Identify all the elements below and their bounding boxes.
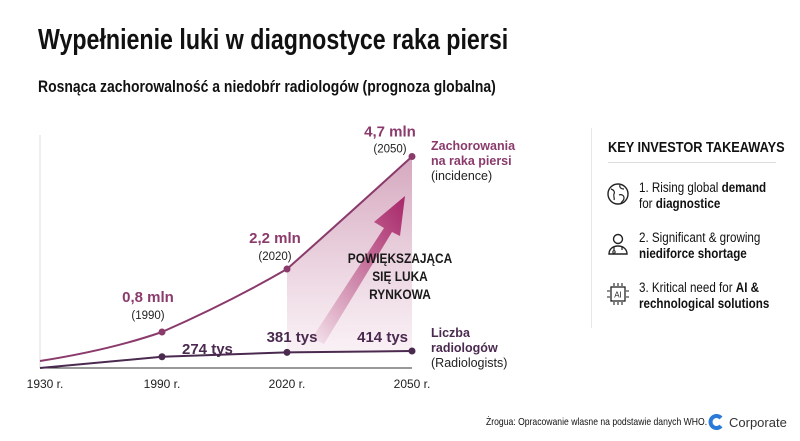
gap-annotation-line: RYNKOWA [369,286,431,302]
takeaway-item-3: AI 3. Kritical need for AI & rechnologic… [606,280,796,320]
radiologists-series-label: radiologów [431,341,498,355]
gap-arrow [312,196,405,344]
takeaway-1-bold: demand [721,180,767,195]
radiologists-point [408,347,416,355]
radiologists-value-label: 274 tys [182,341,233,358]
x-tick-label: 1990 r. [144,377,181,391]
page-subtitle: Rosnąca zachorowalność a niedobŕr radiol… [38,77,496,96]
takeaway-text-2: 2. Significant & growing niediforce shor… [639,230,760,262]
x-tick-label: 2020 r. [269,377,306,391]
globe-icon [607,183,629,205]
incidence-year-label: (1990) [131,310,164,322]
svg-text:AI: AI [614,291,622,300]
gap-annotation-line: POWIĘKSZAJĄCA [348,250,453,266]
x-tick-label: 2050 r. [394,377,431,391]
doctor-icon [608,233,628,255]
logo-text: Corporate [729,414,787,430]
radiologists-series-label: Liczba [431,326,471,340]
incidence-series-label: na raka piersi [431,154,512,168]
ai-chip-icon: AI [607,283,629,305]
takeaway-3-bold: AI & [735,280,760,295]
incidence-point [283,265,291,273]
corporate-logo-icon [708,414,723,430]
takeaway-1-text: 1. Rising global [639,180,722,195]
takeaway-3-bold-2: rechnological solutions [639,296,770,311]
gap-annotation-line: SIĘ LUKA [372,268,428,284]
page-title: Wypełnienie luki w diagnostyce raka pier… [38,24,509,56]
takeaway-text-3: 3. Kritical need for AI & rechnological … [639,280,769,312]
takeaway-1-text-2: for [639,196,656,211]
incidence-year-label: (2050) [373,144,406,156]
market-gap-area [287,156,412,353]
takeaway-text-1: 1. Rising global demand for diagnostice [639,180,766,212]
radiologists-point [283,348,291,356]
radiologists-line [39,350,413,369]
radiologists-value-label: 381 tys [267,329,318,346]
incidence-series-label: (incidence) [431,169,492,183]
incidence-value-label: 2,2 mln [249,230,301,247]
x-tick-label: 1930 r. [27,377,64,391]
incidence-value-label: 0,8 mln [122,289,174,306]
takeaway-2-bold: niediforce shortage [639,246,747,261]
takeaway-item-2: 2. Significant & growing niediforce shor… [606,230,796,270]
investor-takeaways-panel: KEY INVESTOR TAKEAWAYS 1. Rising global … [591,128,800,328]
radiologists-value-label: 414 tys [357,329,408,346]
radiologists-point [158,353,166,361]
panel-title: KEY INVESTOR TAKEAWAYS [608,139,785,156]
incidence-point [408,153,416,160]
takeaway-item-1: 1. Rising global demand for diagnostice [606,180,796,220]
panel-divider [608,162,776,163]
incidence-series-label: Zachorowania [431,139,516,153]
corporate-logo: Corporate [708,414,787,430]
takeaway-1-bold-2: diagnostice [655,196,721,211]
incidence-line [39,155,413,362]
incidence-value-label: 4,7 mln [364,124,416,141]
radiologists-series-label: (Radiologists) [431,356,507,370]
incidence-year-label: (2020) [258,251,291,263]
source-note: Żrogua: Opracowanie wlasne na podstawie … [486,416,708,428]
incidence-point [158,328,166,336]
takeaway-2-text: 2. Significant & growing [639,230,761,245]
takeaway-3-text: 3. Kritical need for [639,280,736,295]
